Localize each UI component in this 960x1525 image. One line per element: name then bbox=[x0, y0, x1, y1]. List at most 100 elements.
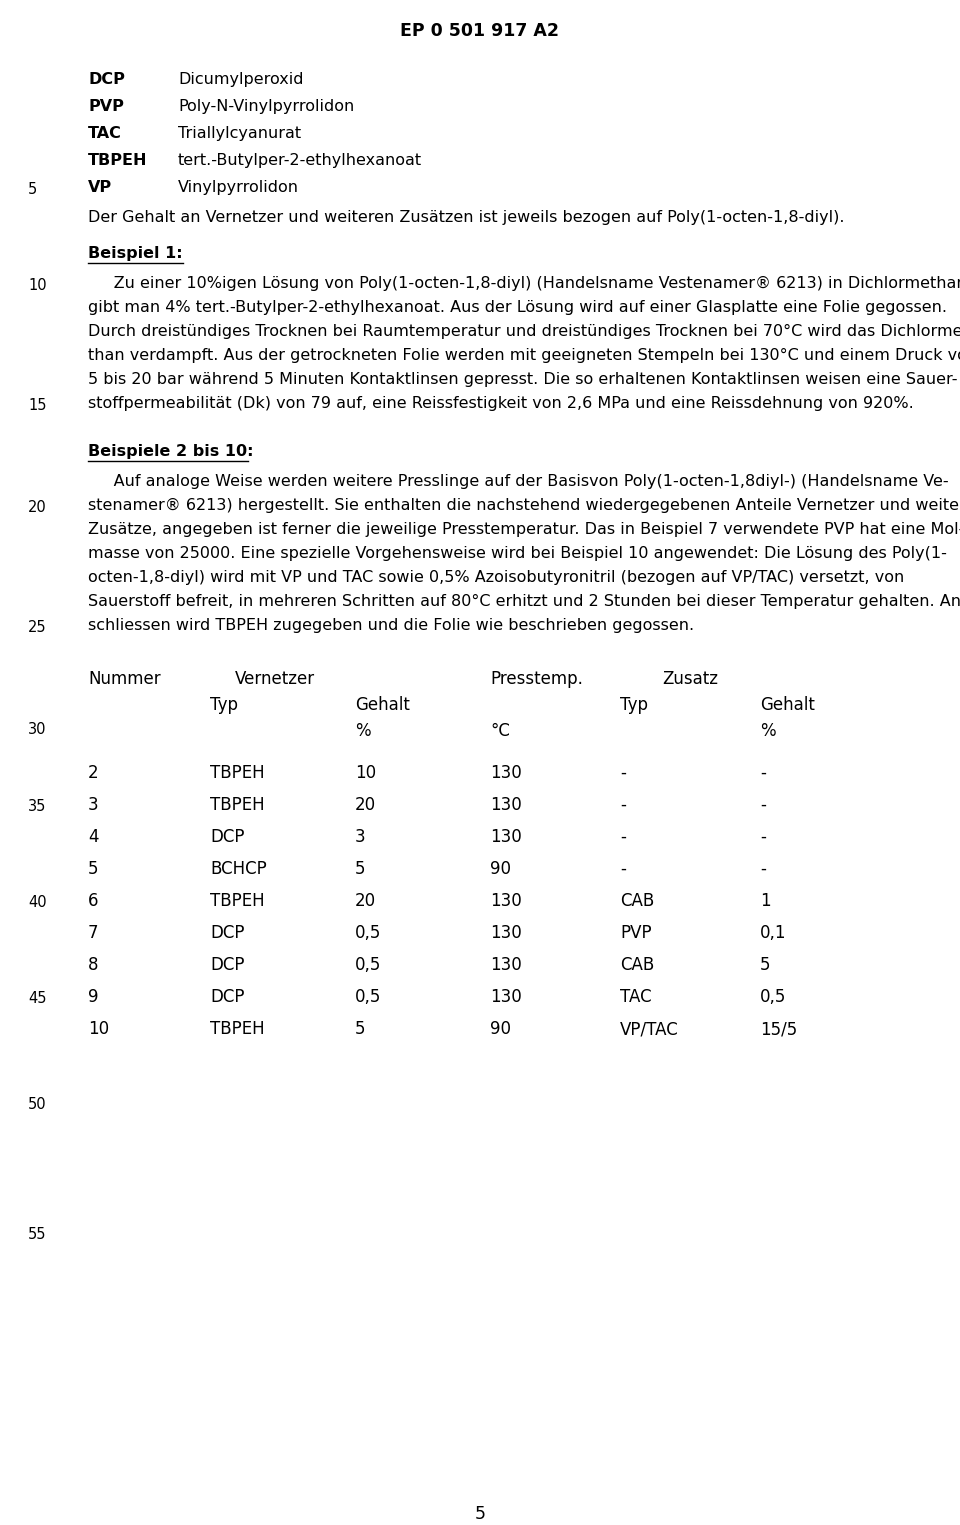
Text: 0,1: 0,1 bbox=[760, 924, 786, 942]
Text: octen-1,8-diyl) wird mit VP und TAC sowie 0,5% Azoisobutyronitril (bezogen auf V: octen-1,8-diyl) wird mit VP und TAC sowi… bbox=[88, 570, 904, 586]
Text: DCP: DCP bbox=[88, 72, 125, 87]
Text: Presstemp.: Presstemp. bbox=[490, 669, 583, 688]
Text: CAB: CAB bbox=[620, 892, 655, 910]
Text: 1: 1 bbox=[760, 892, 771, 910]
Text: 130: 130 bbox=[490, 924, 521, 942]
Text: 130: 130 bbox=[490, 764, 521, 782]
Text: 4: 4 bbox=[88, 828, 99, 846]
Text: DCP: DCP bbox=[210, 924, 245, 942]
Text: 90: 90 bbox=[490, 860, 511, 878]
Text: PVP: PVP bbox=[88, 99, 124, 114]
Text: TBPEH: TBPEH bbox=[210, 764, 265, 782]
Text: 3: 3 bbox=[355, 828, 366, 846]
Text: Sauerstoff befreit, in mehreren Schritten auf 80°C erhitzt und 2 Stunden bei die: Sauerstoff befreit, in mehreren Schritte… bbox=[88, 595, 960, 608]
Text: -: - bbox=[760, 828, 766, 846]
Text: 0,5: 0,5 bbox=[760, 988, 786, 1007]
Text: 7: 7 bbox=[88, 924, 99, 942]
Text: Durch dreistündiges Trocknen bei Raumtemperatur und dreistündiges Trocknen bei 7: Durch dreistündiges Trocknen bei Raumtem… bbox=[88, 323, 960, 339]
Text: Beispiel 1:: Beispiel 1: bbox=[88, 246, 182, 261]
Text: 15: 15 bbox=[28, 398, 46, 413]
Text: BCHCP: BCHCP bbox=[210, 860, 267, 878]
Text: stenamer® 6213) hergestellt. Sie enthalten die nachstehend wiedergegebenen Antei: stenamer® 6213) hergestellt. Sie enthalt… bbox=[88, 499, 960, 512]
Text: 5: 5 bbox=[88, 860, 99, 878]
Text: 40: 40 bbox=[28, 895, 47, 910]
Text: 5 bis 20 bar während 5 Minuten Kontaktlinsen gepresst. Die so erhaltenen Kontakt: 5 bis 20 bar während 5 Minuten Kontaktli… bbox=[88, 372, 957, 387]
Text: Gehalt: Gehalt bbox=[355, 695, 410, 714]
Text: tert.-Butylper-2-ethylhexanoat: tert.-Butylper-2-ethylhexanoat bbox=[178, 152, 422, 168]
Text: PVP: PVP bbox=[620, 924, 652, 942]
Text: gibt man 4% tert.-Butylper-2-ethylhexanoat. Aus der Lösung wird auf einer Glaspl: gibt man 4% tert.-Butylper-2-ethylhexano… bbox=[88, 300, 947, 316]
Text: 5: 5 bbox=[760, 956, 771, 974]
Text: Poly-N-Vinylpyrrolidon: Poly-N-Vinylpyrrolidon bbox=[178, 99, 354, 114]
Text: 130: 130 bbox=[490, 828, 521, 846]
Text: 130: 130 bbox=[490, 892, 521, 910]
Text: 45: 45 bbox=[28, 991, 46, 1006]
Text: -: - bbox=[620, 796, 626, 814]
Text: than verdampft. Aus der getrockneten Folie werden mit geeigneten Stempeln bei 13: than verdampft. Aus der getrockneten Fol… bbox=[88, 348, 960, 363]
Text: 6: 6 bbox=[88, 892, 99, 910]
Text: Vinylpyrrolidon: Vinylpyrrolidon bbox=[178, 180, 299, 195]
Text: Typ: Typ bbox=[620, 695, 648, 714]
Text: TBPEH: TBPEH bbox=[210, 1020, 265, 1039]
Text: 5: 5 bbox=[355, 860, 366, 878]
Text: Zu einer 10%igen Lösung von Poly(1-octen-1,8-diyl) (Handelsname Vestenamer® 6213: Zu einer 10%igen Lösung von Poly(1-octen… bbox=[88, 276, 960, 291]
Text: 15/5: 15/5 bbox=[760, 1020, 797, 1039]
Text: Nummer: Nummer bbox=[88, 669, 160, 688]
Text: Zusätze, angegeben ist ferner die jeweilige Presstemperatur. Das in Beispiel 7 v: Zusätze, angegeben ist ferner die jeweil… bbox=[88, 522, 960, 537]
Text: Der Gehalt an Vernetzer und weiteren Zusätzen ist jeweils bezogen auf Poly(1-oct: Der Gehalt an Vernetzer und weiteren Zus… bbox=[88, 210, 845, 226]
Text: TBPEH: TBPEH bbox=[88, 152, 148, 168]
Text: 5: 5 bbox=[355, 1020, 366, 1039]
Text: 130: 130 bbox=[490, 988, 521, 1007]
Text: -: - bbox=[760, 796, 766, 814]
Text: EP 0 501 917 A2: EP 0 501 917 A2 bbox=[400, 21, 560, 40]
Text: VP/TAC: VP/TAC bbox=[620, 1020, 679, 1039]
Text: 20: 20 bbox=[355, 796, 376, 814]
Text: DCP: DCP bbox=[210, 956, 245, 974]
Text: Vernetzer: Vernetzer bbox=[235, 669, 315, 688]
Text: Triallylcyanurat: Triallylcyanurat bbox=[178, 127, 301, 140]
Text: 50: 50 bbox=[28, 1096, 47, 1112]
Text: 20: 20 bbox=[355, 892, 376, 910]
Text: 10: 10 bbox=[28, 278, 47, 293]
Text: CAB: CAB bbox=[620, 956, 655, 974]
Text: Dicumylperoxid: Dicumylperoxid bbox=[178, 72, 303, 87]
Text: 0,5: 0,5 bbox=[355, 924, 381, 942]
Text: -: - bbox=[620, 860, 626, 878]
Text: %: % bbox=[355, 721, 371, 740]
Text: Auf analoge Weise werden weitere Presslinge auf der Basisvon Poly(1-octen-1,8diy: Auf analoge Weise werden weitere Pressli… bbox=[88, 474, 948, 490]
Text: 25: 25 bbox=[28, 621, 47, 634]
Text: VP: VP bbox=[88, 180, 112, 195]
Text: -: - bbox=[620, 828, 626, 846]
Text: TBPEH: TBPEH bbox=[210, 892, 265, 910]
Text: 10: 10 bbox=[355, 764, 376, 782]
Text: 0,5: 0,5 bbox=[355, 956, 381, 974]
Text: -: - bbox=[760, 764, 766, 782]
Text: %: % bbox=[760, 721, 776, 740]
Text: 5: 5 bbox=[28, 181, 37, 197]
Text: -: - bbox=[760, 860, 766, 878]
Text: 55: 55 bbox=[28, 1228, 46, 1241]
Text: Zusatz: Zusatz bbox=[662, 669, 718, 688]
Text: DCP: DCP bbox=[210, 988, 245, 1007]
Text: schliessen wird TBPEH zugegeben und die Folie wie beschrieben gegossen.: schliessen wird TBPEH zugegeben und die … bbox=[88, 618, 694, 633]
Text: 20: 20 bbox=[28, 500, 47, 515]
Text: TBPEH: TBPEH bbox=[210, 796, 265, 814]
Text: TAC: TAC bbox=[88, 127, 122, 140]
Text: Beispiele 2 bis 10:: Beispiele 2 bis 10: bbox=[88, 444, 253, 459]
Text: stoffpermeabilität (Dk) von 79 auf, eine Reissfestigkeit von 2,6 MPa und eine Re: stoffpermeabilität (Dk) von 79 auf, eine… bbox=[88, 396, 914, 412]
Text: Typ: Typ bbox=[210, 695, 238, 714]
Text: 90: 90 bbox=[490, 1020, 511, 1039]
Text: DCP: DCP bbox=[210, 828, 245, 846]
Text: 35: 35 bbox=[28, 799, 46, 814]
Text: 0,5: 0,5 bbox=[355, 988, 381, 1007]
Text: 3: 3 bbox=[88, 796, 99, 814]
Text: 9: 9 bbox=[88, 988, 99, 1007]
Text: °C: °C bbox=[490, 721, 510, 740]
Text: 130: 130 bbox=[490, 796, 521, 814]
Text: 8: 8 bbox=[88, 956, 99, 974]
Text: 5: 5 bbox=[474, 1505, 486, 1523]
Text: 10: 10 bbox=[88, 1020, 109, 1039]
Text: 30: 30 bbox=[28, 721, 46, 737]
Text: -: - bbox=[620, 764, 626, 782]
Text: 2: 2 bbox=[88, 764, 99, 782]
